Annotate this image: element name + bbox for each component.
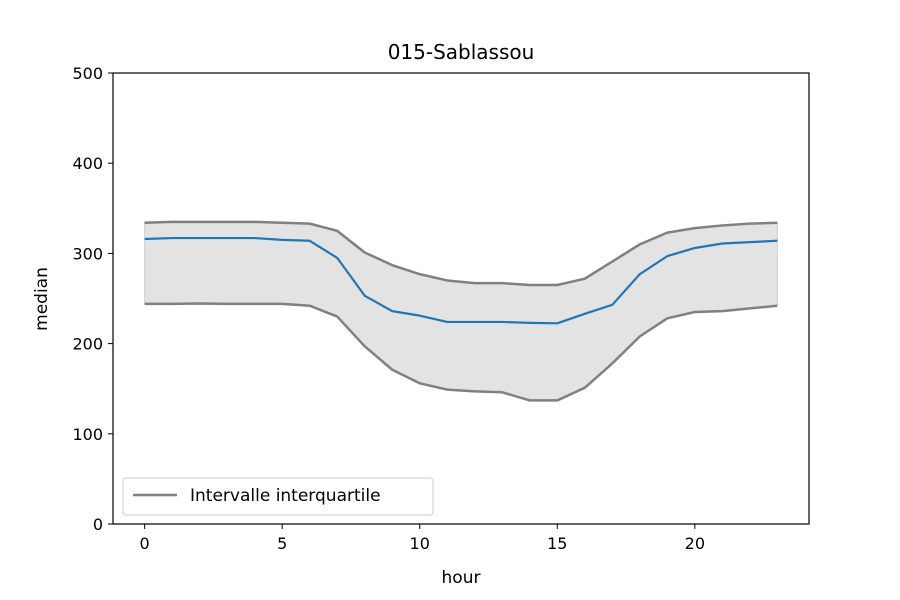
x-tick-label: 0	[140, 534, 150, 553]
y-tick-label: 100	[72, 425, 103, 444]
legend-entry-label: Intervalle interquartile	[190, 486, 381, 506]
median-line	[144, 236, 778, 325]
y-tick-label: 0	[93, 515, 103, 534]
x-tick-label: 10	[410, 534, 430, 553]
interquartile-band	[144, 221, 778, 401]
y-tick-label: 500	[72, 64, 103, 83]
y-tick-label: 200	[72, 335, 103, 354]
x-tick-label: 5	[277, 534, 287, 553]
plot-area-frame	[112, 72, 810, 525]
x-tick-label: 15	[547, 534, 567, 553]
interquartile-band-area	[144, 221, 778, 401]
x-axis-label: hour	[442, 568, 481, 588]
y-axis-label: median	[32, 267, 52, 331]
y-axis: 0 100 200 300 400 500	[72, 64, 113, 534]
upper-quartile-line	[144, 220, 778, 287]
legend-box	[122, 477, 434, 516]
lower-quartile-line	[144, 302, 778, 402]
chart-title: 015-Sablassou	[388, 40, 535, 64]
x-axis: 0 5 10 15 20	[140, 524, 705, 553]
series-lines	[144, 220, 778, 402]
legend: Intervalle interquartile	[122, 477, 434, 516]
y-tick-label: 400	[72, 154, 103, 173]
x-tick-label: 20	[685, 534, 705, 553]
y-tick-label: 300	[72, 244, 103, 263]
